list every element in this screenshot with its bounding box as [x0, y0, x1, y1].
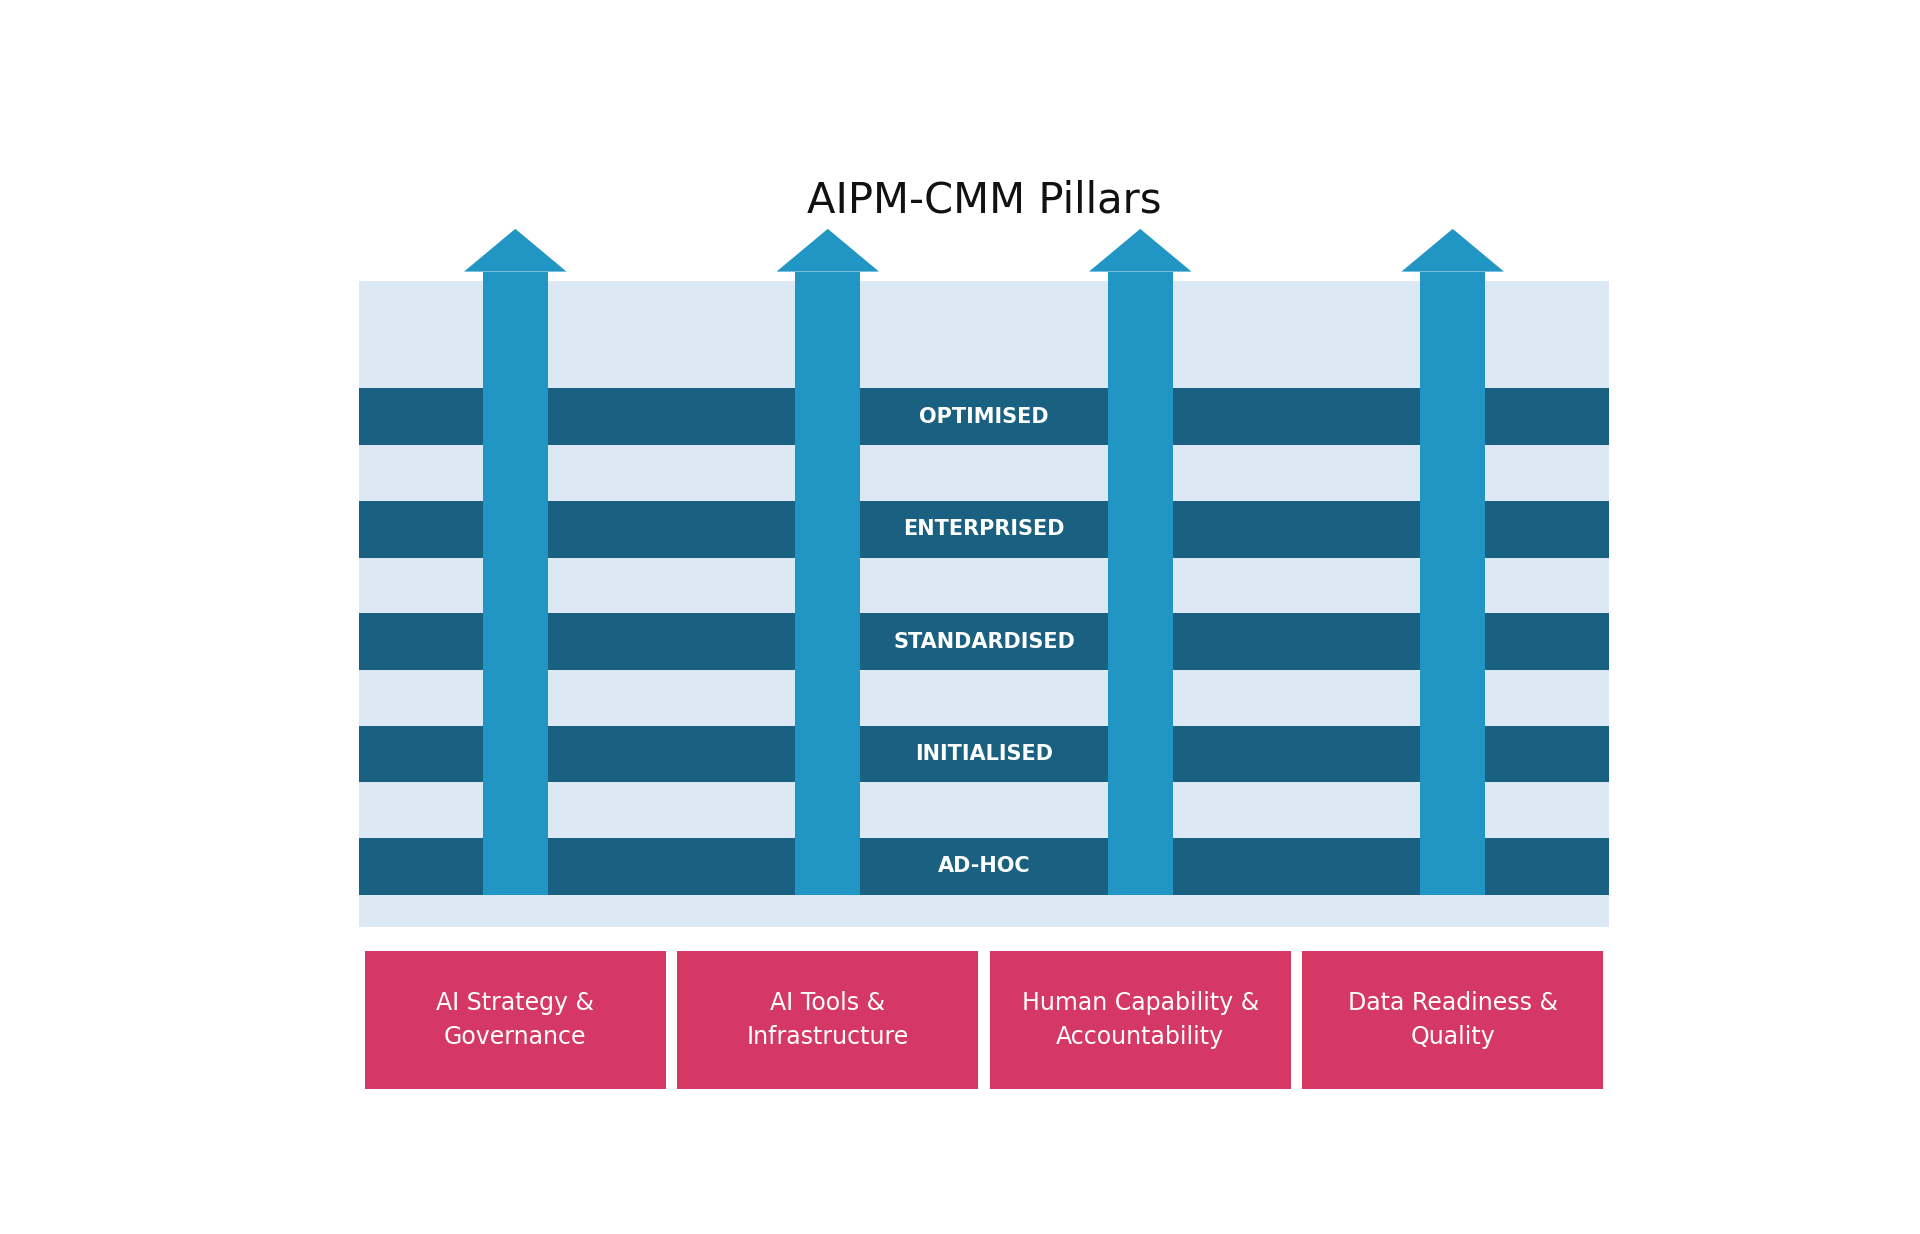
- Text: AIPM-CMM Pillars: AIPM-CMM Pillars: [806, 179, 1162, 221]
- Bar: [482, 271, 547, 895]
- Bar: [359, 281, 1609, 927]
- Bar: [359, 613, 1609, 670]
- Text: Human Capability &
Accountability: Human Capability & Accountability: [1021, 991, 1260, 1049]
- Bar: [1421, 271, 1486, 895]
- Bar: [991, 951, 1290, 1088]
- Bar: [359, 389, 1609, 445]
- Text: INITIALISED: INITIALISED: [916, 744, 1052, 764]
- Bar: [678, 951, 977, 1088]
- Bar: [795, 271, 860, 895]
- Polygon shape: [1089, 228, 1192, 271]
- Bar: [1108, 271, 1173, 895]
- Bar: [359, 838, 1609, 895]
- Text: Data Readiness &
Quality: Data Readiness & Quality: [1348, 991, 1557, 1049]
- Text: AI Strategy &
Governance: AI Strategy & Governance: [436, 991, 595, 1049]
- Text: OPTIMISED: OPTIMISED: [920, 407, 1048, 427]
- Polygon shape: [1402, 228, 1503, 271]
- Bar: [1302, 951, 1603, 1088]
- Text: ENTERPRISED: ENTERPRISED: [902, 520, 1066, 539]
- Bar: [365, 951, 666, 1088]
- Polygon shape: [776, 228, 879, 271]
- Text: AD-HOC: AD-HOC: [937, 856, 1031, 876]
- Text: AI Tools &
Infrastructure: AI Tools & Infrastructure: [747, 991, 908, 1049]
- Bar: [359, 501, 1609, 558]
- Polygon shape: [465, 228, 566, 271]
- Bar: [359, 726, 1609, 782]
- Text: STANDARDISED: STANDARDISED: [893, 632, 1075, 652]
